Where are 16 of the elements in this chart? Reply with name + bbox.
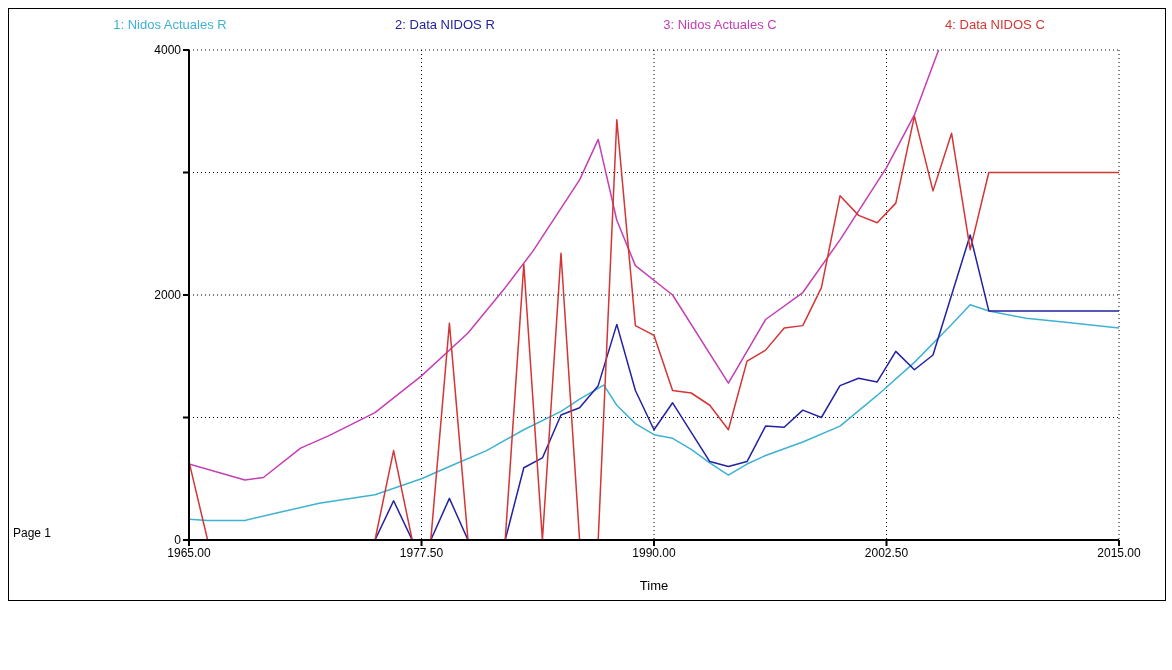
- x-tick-label: 2015.00: [1097, 545, 1142, 560]
- text: 3: Nidos Actuales C: [663, 17, 777, 32]
- text: 2: Data NIDOS R: [395, 17, 495, 32]
- line-series: [189, 50, 940, 481]
- x-tick-label: 2002.50: [864, 545, 909, 560]
- x-tick-label: 1990.00: [632, 545, 677, 560]
- x-axis-title: Time: [639, 578, 669, 593]
- text: 4: Data NIDOS C: [945, 17, 1045, 32]
- text: 1: Nidos Actuales R: [113, 17, 227, 32]
- y-tick-label: 4000: [154, 43, 182, 58]
- x-tick-label: 1965.00: [167, 545, 212, 560]
- x-tick-label: 1977.50: [399, 545, 444, 560]
- text: Page 1: [13, 526, 52, 540]
- y-tick-label: 2000: [154, 288, 182, 303]
- line-series: [189, 304, 1119, 522]
- y-tick-label: 0: [174, 533, 182, 548]
